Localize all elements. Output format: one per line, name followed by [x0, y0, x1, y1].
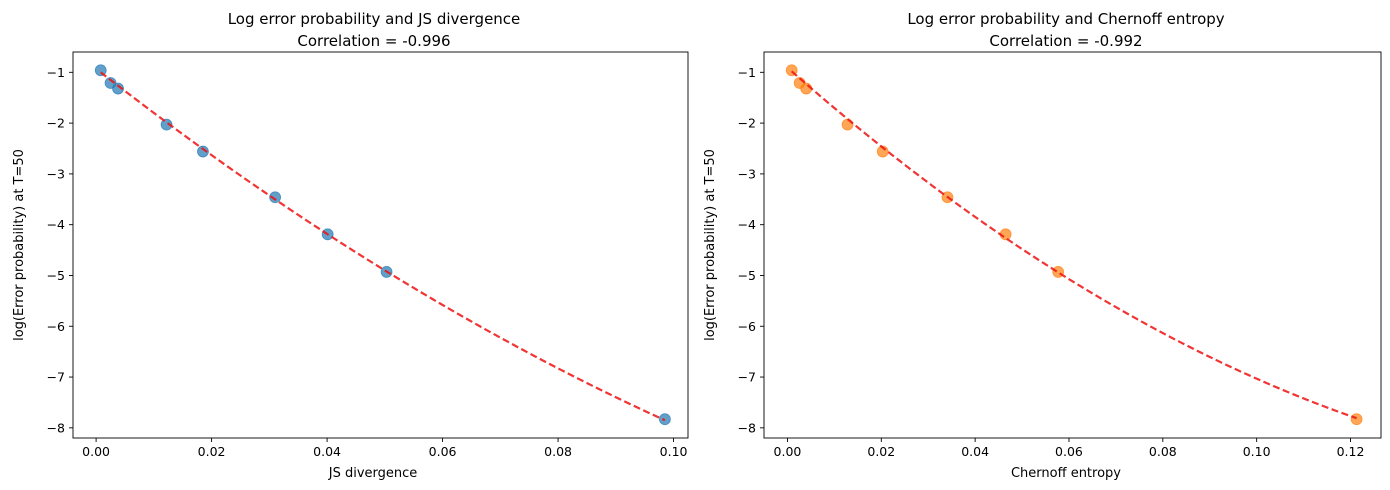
y-tick-label: −8 — [738, 420, 756, 435]
y-tick-label: −2 — [738, 116, 756, 131]
y-tick-label: −1 — [47, 65, 65, 80]
chart-title: Log error probability and Chernoff entro… — [907, 10, 1224, 28]
y-tick-label: −6 — [47, 319, 65, 334]
x-tick-label: 0.04 — [961, 444, 989, 459]
x-tick-label: 0.08 — [1149, 444, 1177, 459]
data-point — [94, 64, 107, 77]
data-point — [197, 145, 209, 158]
y-axis-label: log(Error probability) at T=50 — [703, 149, 718, 341]
axes-frame — [72, 51, 689, 439]
y-tick-label: −6 — [738, 319, 756, 334]
x-tick-label: 0.00 — [82, 444, 110, 459]
chart-chernoff-entropy: Log error probability and Chernoff entro… — [703, 10, 1382, 481]
data-point — [1350, 413, 1363, 426]
fit-curve — [790, 70, 1357, 420]
y-tick-label: −2 — [47, 116, 65, 131]
x-tick-label: 0.10 — [1243, 444, 1271, 459]
x-tick-label: 0.02 — [198, 444, 226, 459]
chart-js-divergence: Log error probability and JS divergence … — [12, 10, 689, 481]
axes-frame — [763, 51, 1382, 439]
plot-area: 0.00 0.02 0.04 0.06 0.08 0.10 0.12 −8 −7 −6 −5 −4 −3… — [738, 51, 1382, 459]
y-tick-label: −7 — [47, 370, 65, 385]
y-tick-label: −4 — [47, 217, 65, 232]
x-tick-label: 0.10 — [660, 444, 688, 459]
y-tick-label: −7 — [738, 370, 756, 385]
chart-subtitle: Correlation = -0.996 — [297, 32, 450, 50]
chart-title: Log error probability and JS divergence — [228, 10, 521, 28]
x-tick-label: 0.06 — [1055, 444, 1083, 459]
x-tick-label: 0.00 — [774, 444, 802, 459]
x-tick-label: 0.08 — [544, 444, 572, 459]
x-tick-label: 0.06 — [429, 444, 457, 459]
x-axis-label: JS divergence — [328, 466, 418, 481]
plot-area: 0.00 0.02 0.04 0.06 0.08 0.10 −8 −7 −6 −5 −4 −3 −2 −1 — [47, 51, 689, 459]
data-point — [160, 118, 173, 131]
data-point — [269, 191, 282, 204]
y-tick-label: −5 — [47, 268, 65, 283]
y-tick-label: −3 — [47, 166, 65, 181]
x-tick-label: 0.02 — [867, 444, 895, 459]
chart-subtitle: Correlation = -0.992 — [989, 32, 1142, 50]
fit-curve — [100, 71, 666, 422]
x-tick-label: 0.04 — [313, 444, 341, 459]
y-tick-label: −1 — [738, 65, 756, 80]
y-tick-label: −5 — [738, 268, 756, 283]
y-tick-label: −4 — [738, 217, 756, 232]
y-axis-label: log(Error probability) at T=50 — [12, 149, 27, 341]
y-tick-label: −3 — [738, 166, 756, 181]
y-tick-label: −8 — [47, 420, 65, 435]
x-axis-label: Chernoff entropy — [1011, 466, 1121, 481]
x-tick-label: 0.12 — [1337, 444, 1365, 459]
